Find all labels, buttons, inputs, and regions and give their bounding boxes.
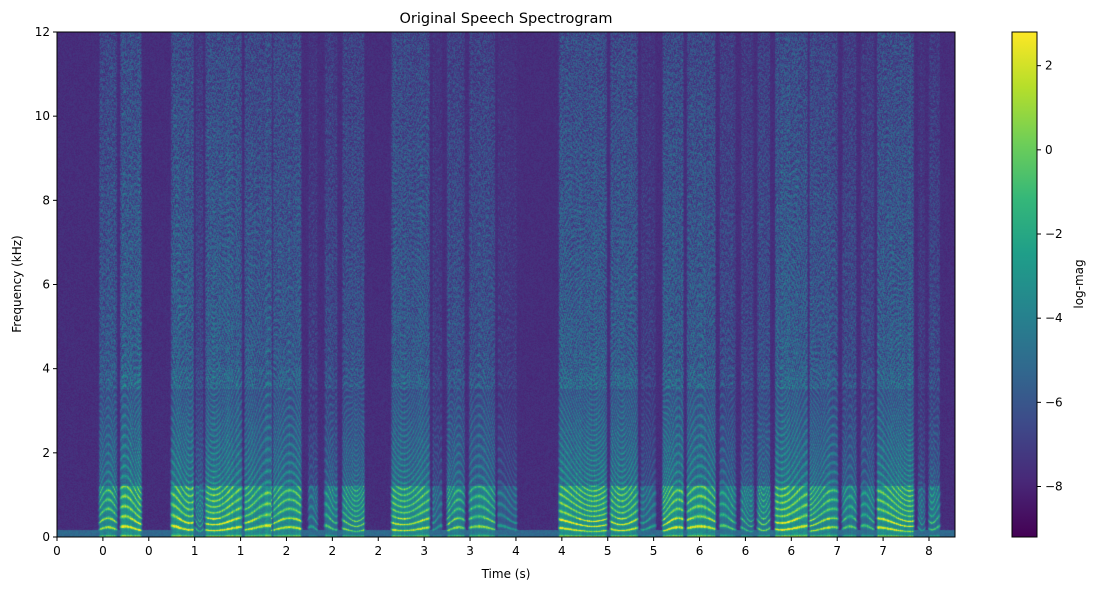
colorbar-axis: 2 0 −2 −4 −6 −8	[1037, 59, 1063, 494]
colorbar-tick-label: −2	[1045, 227, 1063, 241]
y-axis-label: Frequency (kHz)	[10, 235, 24, 332]
y-tick-label: 6	[42, 278, 50, 292]
colorbar-tick-label: 2	[1045, 59, 1053, 73]
x-tick-label: 7	[879, 544, 887, 558]
x-tick-label: 0	[53, 544, 61, 558]
y-tick-label: 4	[42, 362, 50, 376]
x-axis: 0 0 0 1 1 2 2 2 3 3 4 4 5 5 6 6 6 7 7 8	[53, 537, 933, 558]
x-tick-label: 4	[512, 544, 520, 558]
x-tick-label: 3	[420, 544, 428, 558]
x-tick-label: 8	[925, 544, 933, 558]
x-tick-label: 6	[696, 544, 704, 558]
colorbar-tick-label: −6	[1045, 395, 1063, 409]
x-tick-label: 1	[237, 544, 245, 558]
heatmap-image	[57, 32, 955, 537]
heatmap-area	[57, 32, 955, 537]
x-tick-label: 7	[833, 544, 841, 558]
x-tick-label: 3	[466, 544, 474, 558]
x-tick-label: 1	[191, 544, 199, 558]
chart-title: Original Speech Spectrogram	[399, 11, 612, 27]
x-tick-label: 2	[329, 544, 337, 558]
y-tick-label: 12	[35, 25, 50, 39]
x-tick-label: 2	[374, 544, 382, 558]
colorbar-tick-label: 0	[1045, 143, 1053, 157]
x-axis-label: Time (s)	[481, 567, 531, 581]
x-tick-label: 0	[145, 544, 153, 558]
colorbar	[1011, 31, 1038, 538]
x-tick-label: 6	[787, 544, 795, 558]
x-tick-label: 2	[283, 544, 291, 558]
x-tick-label: 0	[99, 544, 107, 558]
y-tick-label: 10	[35, 109, 50, 123]
x-tick-label: 5	[650, 544, 658, 558]
x-tick-label: 6	[742, 544, 750, 558]
colorbar-tick-label: −8	[1045, 480, 1063, 494]
x-tick-label: 4	[558, 544, 566, 558]
y-tick-label: 8	[42, 193, 50, 207]
y-tick-label: 0	[42, 530, 50, 544]
colorbar-label: log-mag	[1072, 259, 1086, 308]
colorbar-tick-label: −4	[1045, 311, 1063, 325]
y-axis: 0 2 4 6 8 10 12	[35, 25, 57, 544]
y-tick-label: 2	[42, 446, 50, 460]
x-tick-label: 5	[604, 544, 612, 558]
